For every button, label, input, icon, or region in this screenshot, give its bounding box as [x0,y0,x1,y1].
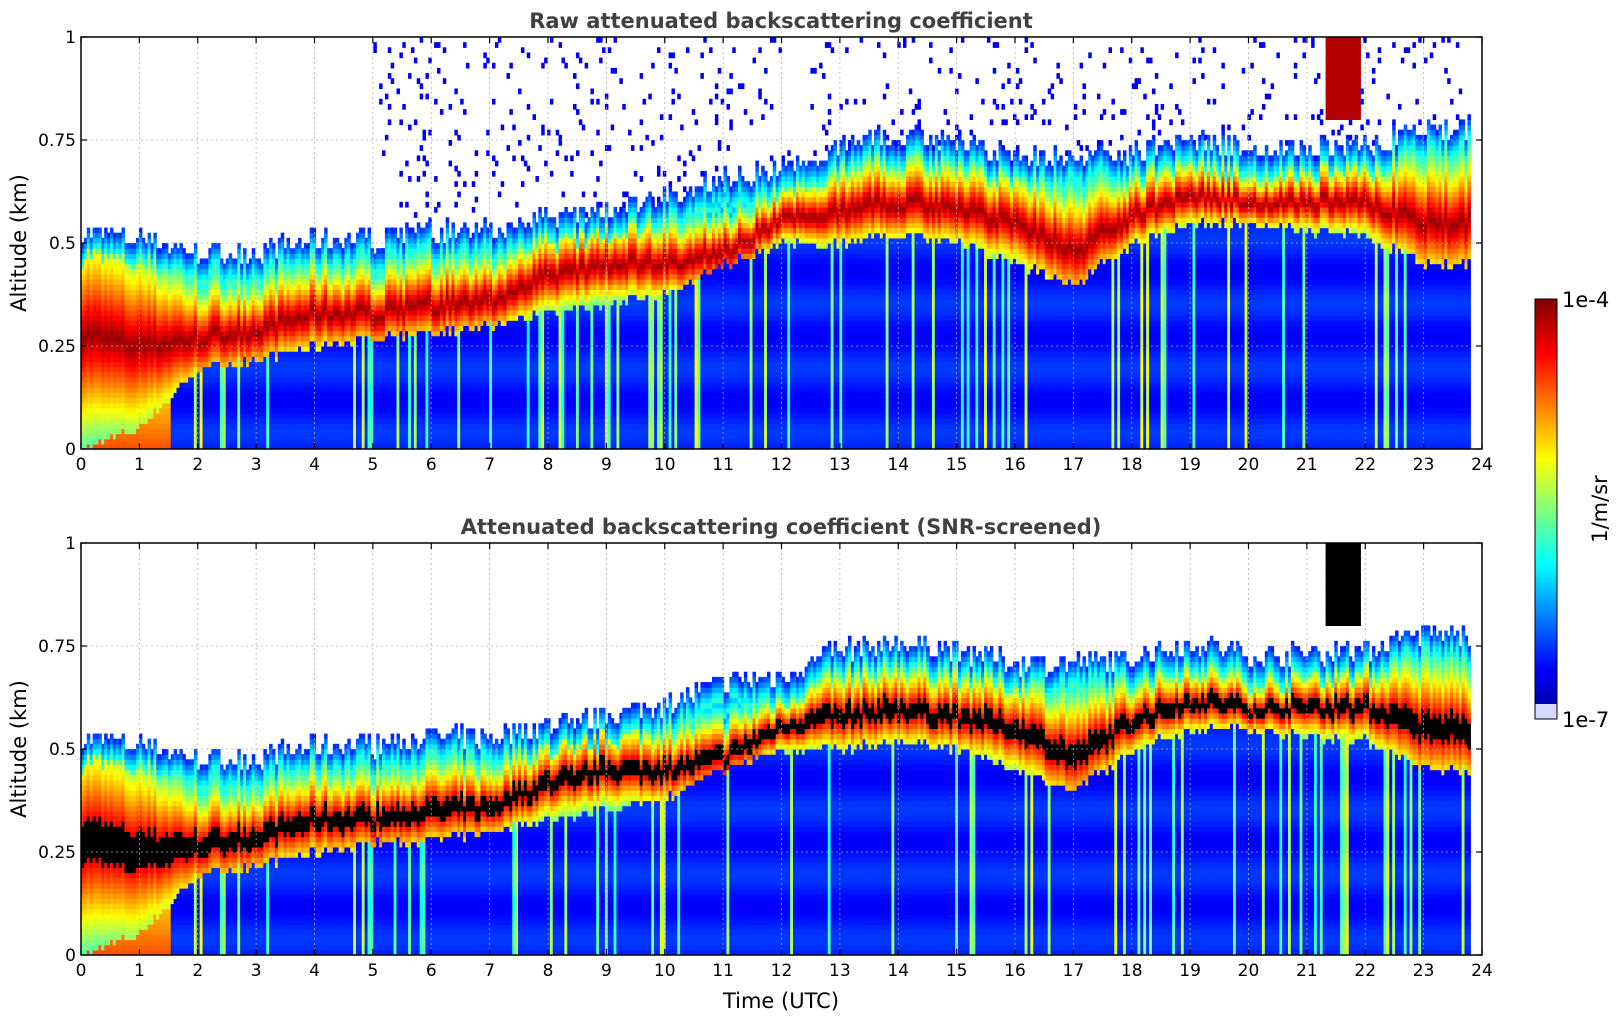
x-tick-label-screened-4: 4 [309,961,320,981]
x-tick-label-raw-22: 22 [1354,455,1376,475]
x-tick-label-raw-20: 20 [1238,455,1260,475]
x-tick-label-screened-17: 17 [1063,961,1085,981]
y-tick-label-screened-4: 1 [65,534,76,554]
y-tick-label-raw-4: 1 [65,28,76,48]
x-tick-label-screened-13: 13 [829,961,851,981]
x-tick-label-raw-14: 14 [887,455,909,475]
y-tick-label-screened-2: 0.5 [49,740,76,760]
y-tick-label-raw-2: 0.5 [49,234,76,254]
x-tick-label-raw-18: 18 [1121,455,1143,475]
panel-raw-title: Raw attenuated backscattering coefficien… [529,9,1033,33]
colorbar-max-label: 1e-4 [1562,288,1609,312]
x-tick-label-screened-10: 10 [654,961,676,981]
x-tick-label-screened-0: 0 [76,961,87,981]
x-tick-label-screened-12: 12 [771,961,793,981]
x-tick-label-raw-8: 8 [543,455,554,475]
x-tick-label-raw-19: 19 [1179,455,1201,475]
colorbar-min-label: 1e-7 [1562,708,1609,732]
x-tick-label-raw-21: 21 [1296,455,1318,475]
x-tick-label-screened-11: 11 [712,961,734,981]
x-tick-label-raw-24: 24 [1471,455,1493,475]
x-tick-label-screened-19: 19 [1179,961,1201,981]
x-tick-label-screened-24: 24 [1471,961,1493,981]
x-tick-label-raw-9: 9 [601,455,612,475]
x-tick-label-screened-20: 20 [1238,961,1260,981]
x-tick-label-raw-16: 16 [1004,455,1026,475]
x-tick-label-raw-11: 11 [712,455,734,475]
y-tick-label-screened-0: 0 [65,946,76,966]
x-tick-label-screened-9: 9 [601,961,612,981]
panel-screened-title: Attenuated backscattering coefficient (S… [461,515,1102,539]
x-tick-label-raw-6: 6 [426,455,437,475]
x-tick-label-screened-22: 22 [1354,961,1376,981]
x-tick-label-screened-8: 8 [543,961,554,981]
colorbar: 1e-4 1e-7 1/m/sr [1535,288,1612,732]
x-tick-label-raw-13: 13 [829,455,851,475]
x-tick-label-screened-7: 7 [484,961,495,981]
y-axis-label-screened: Altitude (km) [7,680,31,818]
colorbar-gradient [1535,299,1557,719]
y-tick-label-raw-3: 0.75 [38,131,76,151]
x-tick-label-screened-16: 16 [1004,961,1026,981]
x-tick-label-raw-15: 15 [946,455,968,475]
x-tick-label-raw-2: 2 [192,455,203,475]
x-tick-label-screened-5: 5 [367,961,378,981]
colorbar-unit-label: 1/m/sr [1588,475,1612,543]
x-tick-label-screened-2: 2 [192,961,203,981]
x-tick-label-screened-3: 3 [251,961,262,981]
x-tick-label-raw-3: 3 [251,455,262,475]
y-tick-label-raw-1: 0.25 [38,337,76,357]
x-tick-label-raw-23: 23 [1413,455,1435,475]
x-tick-label-screened-14: 14 [887,961,909,981]
panel-screened: Attenuated backscattering coefficient (S… [7,515,1493,1013]
x-tick-label-raw-5: 5 [367,455,378,475]
x-tick-label-screened-21: 21 [1296,961,1318,981]
x-tick-label-screened-1: 1 [134,961,145,981]
y-tick-label-screened-1: 0.25 [38,843,76,863]
colorbar-min-swatch [1535,704,1557,719]
x-tick-label-raw-4: 4 [309,455,320,475]
y-axis-label-raw: Altitude (km) [7,174,31,312]
x-tick-label-raw-0: 0 [76,455,87,475]
x-tick-label-screened-6: 6 [426,961,437,981]
panel-raw: Raw attenuated backscattering coefficien… [7,9,1493,475]
x-tick-label-raw-1: 1 [134,455,145,475]
x-tick-label-raw-7: 7 [484,455,495,475]
x-tick-label-screened-23: 23 [1413,961,1435,981]
x-tick-label-raw-17: 17 [1063,455,1085,475]
y-tick-label-screened-3: 0.75 [38,637,76,657]
x-tick-label-screened-15: 15 [946,961,968,981]
x-tick-label-screened-18: 18 [1121,961,1143,981]
x-tick-label-raw-12: 12 [771,455,793,475]
x-axis-label: Time (UTC) [722,989,839,1013]
y-tick-label-raw-0: 0 [65,440,76,460]
x-tick-label-raw-10: 10 [654,455,676,475]
